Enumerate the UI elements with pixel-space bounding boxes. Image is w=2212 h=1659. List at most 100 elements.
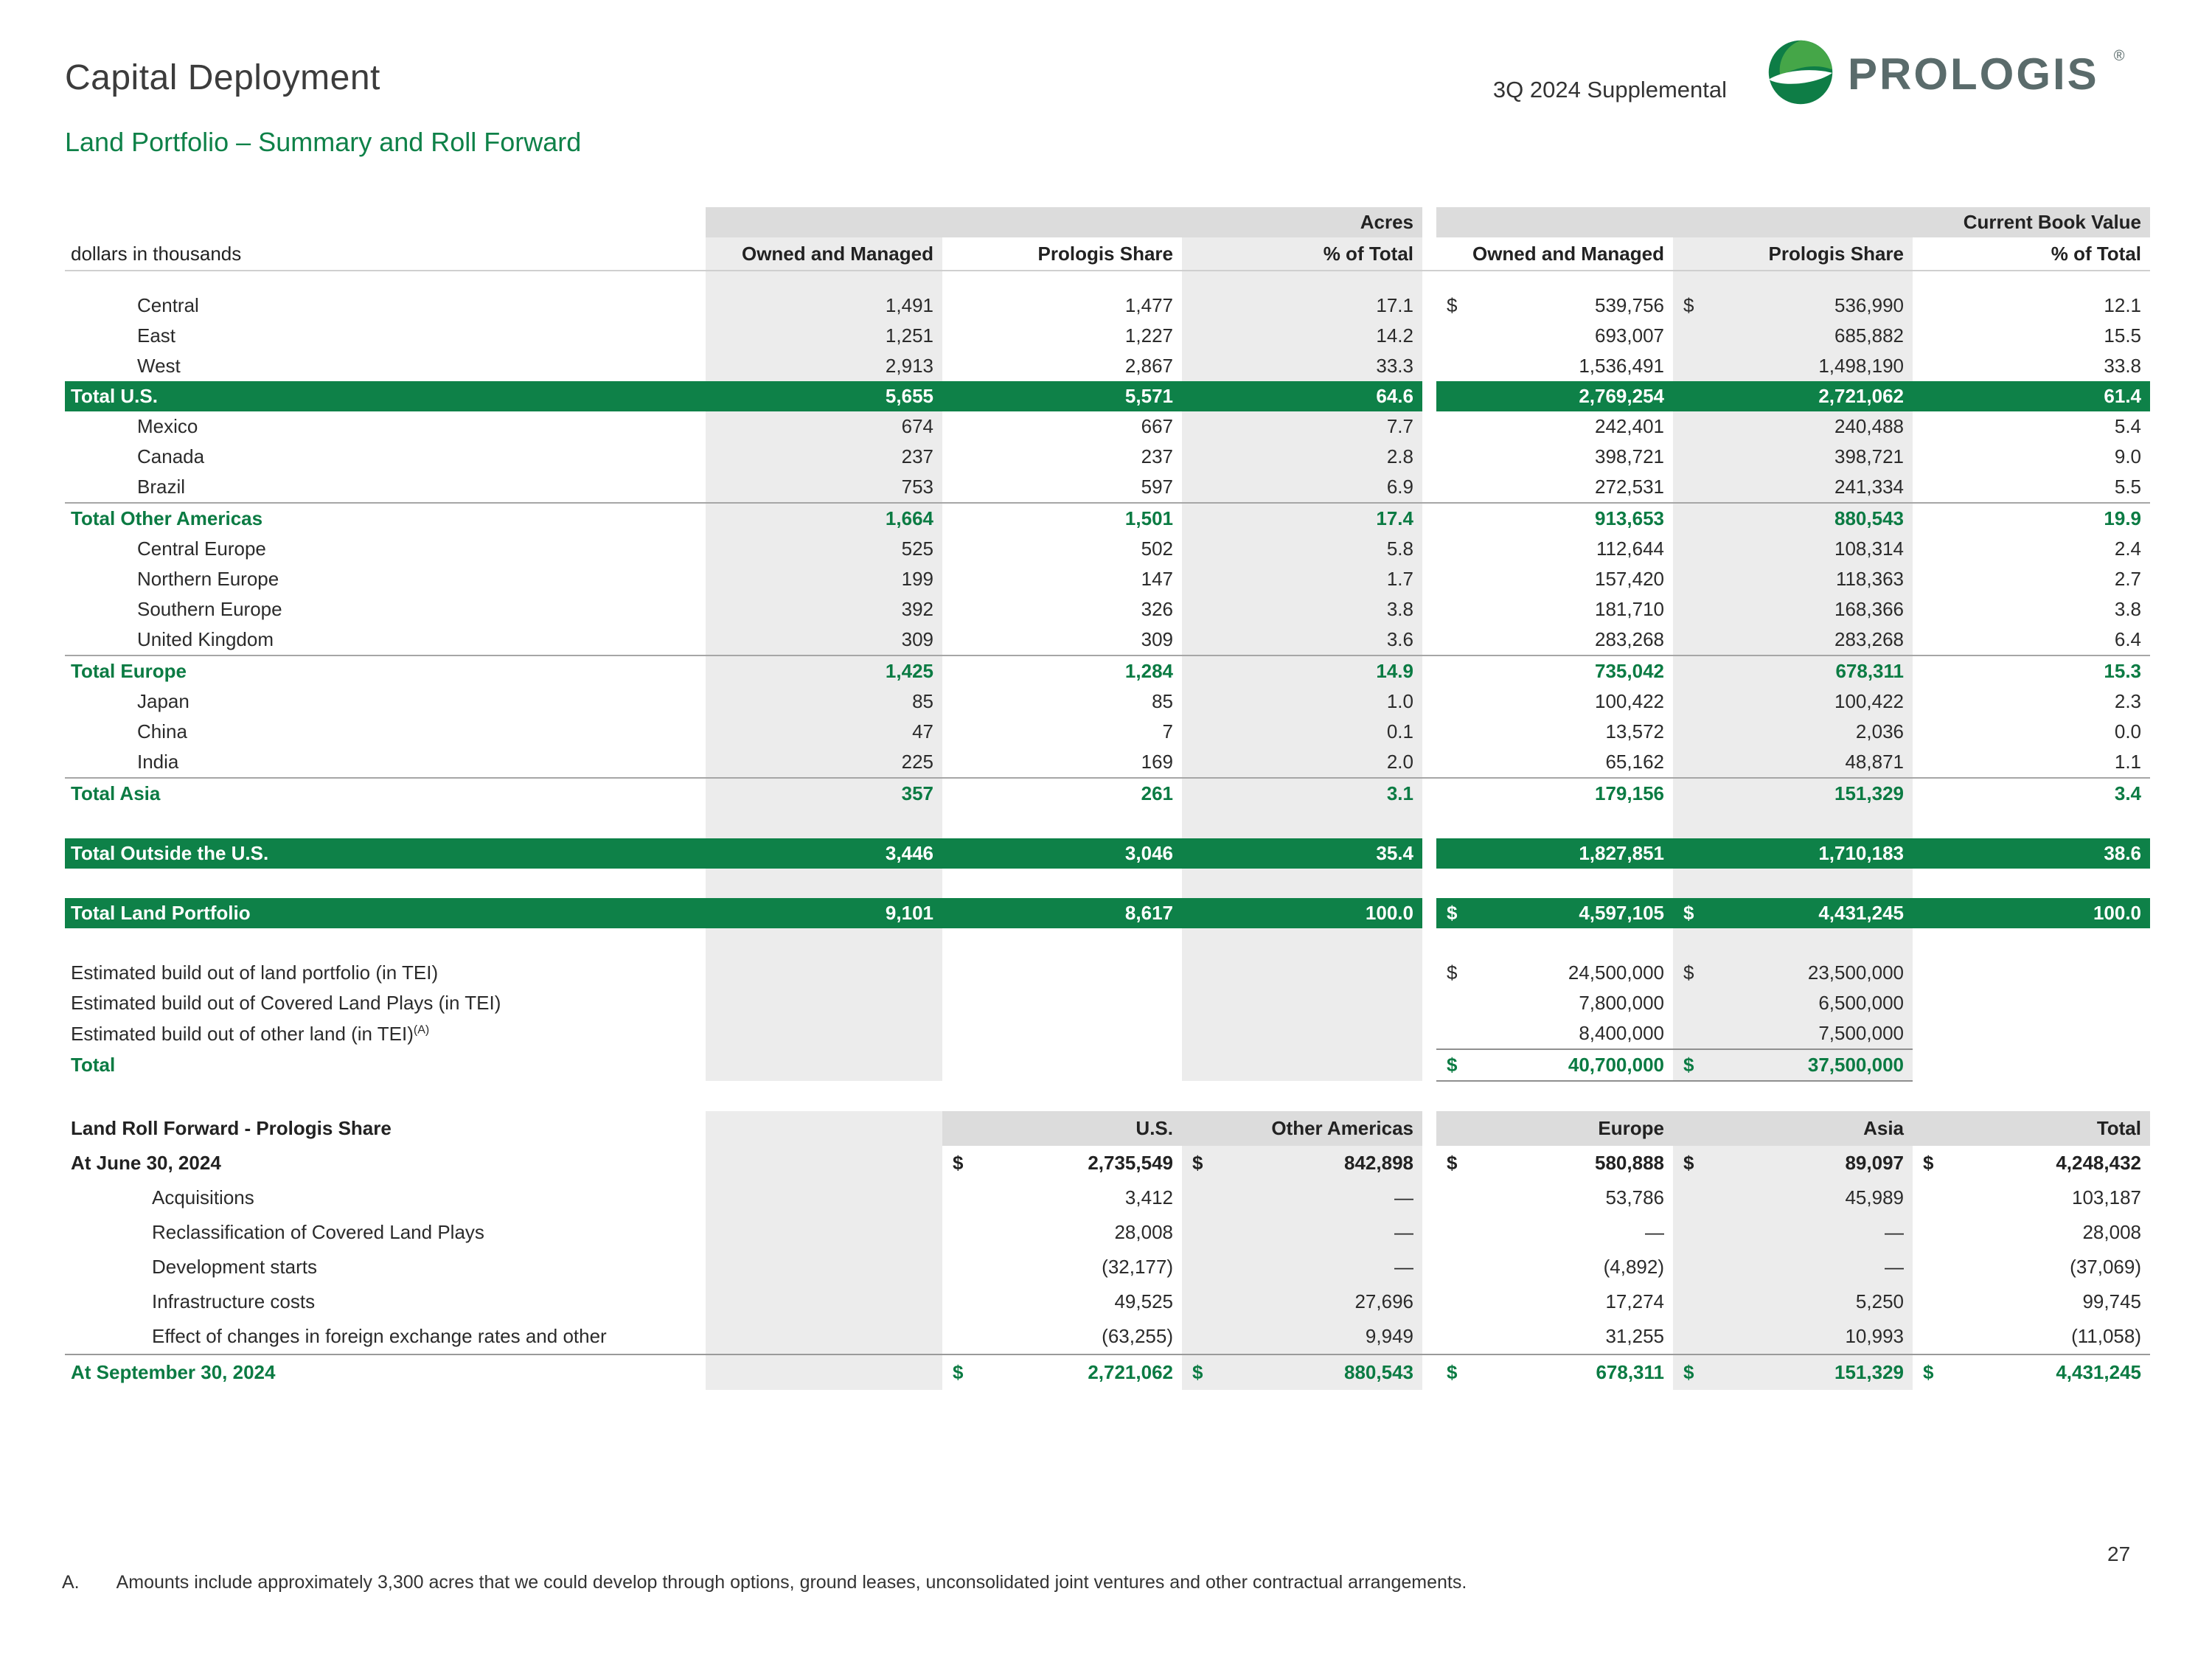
cell-value: 48,871: [1845, 751, 1904, 773]
row-label: Estimated build out of Covered Land Play…: [71, 992, 501, 1014]
cell-value: 392: [901, 598, 933, 620]
row-label: [65, 869, 706, 898]
dollar-sign: $: [1923, 1361, 1934, 1383]
cell-value: 7,500,000: [1673, 1018, 1913, 1050]
row-label: Development starts: [152, 1256, 317, 1278]
cell-value: [1913, 869, 2150, 898]
table-row: China 47 7 0.1 13,572 2,036 0.0: [65, 717, 2150, 747]
cell-value: $151,329: [1673, 1354, 1913, 1390]
cell-value: 65,162: [1605, 751, 1664, 773]
cell-value: [1913, 1018, 2150, 1049]
table-row: Total Asia 357 261 3.1 179,156 151,329 3.4: [65, 777, 2151, 809]
cell-value: 13,572: [1605, 720, 1664, 742]
row-label: West: [137, 355, 181, 377]
cell-value: 6,500,000: [1818, 992, 1904, 1014]
cell-value: —: [1885, 1221, 1904, 1243]
cell-value: 3.1: [1182, 777, 1422, 809]
cell-value: —: [1394, 1186, 1413, 1208]
spacer-cell: [706, 1180, 942, 1215]
cell-value: [1182, 271, 1422, 291]
row-label: Total: [71, 1054, 116, 1076]
cell-value: 225: [901, 751, 933, 773]
row-label: [65, 809, 706, 838]
cell-value: [1182, 928, 1422, 958]
cell-value: 1,284: [942, 655, 1182, 686]
group-gap: [1422, 988, 1436, 1018]
rollforward-table: Land Roll Forward - Prologis Share U.S. …: [65, 1111, 2150, 1390]
cell-value: 5.4: [2114, 415, 2142, 437]
row-label: [65, 271, 706, 291]
cell-value: 502: [1141, 538, 1173, 560]
cell-value: 2,721,062: [1673, 381, 1913, 411]
group-gap: [1422, 1284, 1436, 1319]
dollar-sign: $: [1923, 1152, 1934, 1174]
cell-value: 326: [1141, 598, 1173, 620]
dollar-sign: $: [1447, 961, 1458, 984]
cell-value: 14.9: [1182, 655, 1422, 686]
cell-value: 1,664: [706, 502, 942, 534]
row-label: Total Other Americas: [65, 502, 706, 534]
page-subtitle: Land Portfolio – Summary and Roll Forwar…: [65, 127, 582, 157]
dollar-sign: $: [953, 1152, 964, 1174]
cell-value: 35.4: [1182, 838, 1422, 869]
page-number: 27: [2107, 1543, 2131, 1565]
prologis-globe-icon: [1767, 38, 1834, 110]
table-row: Total $40,700,000 $37,500,000: [65, 1049, 2150, 1082]
row-label: Total Outside the U.S.: [65, 838, 706, 869]
cell-value: 242,401: [1595, 415, 1664, 437]
table-row: Total Europe 1,425 1,284 14.9 735,042 678,311…: [65, 655, 2151, 686]
cell-value: 17,274: [1605, 1290, 1664, 1312]
cell-value: 9,101: [706, 898, 942, 928]
cell-value: 100,422: [1595, 690, 1664, 712]
table-row: West 2,913 2,867 33.3 1,536,491 1,498,190 33.8: [65, 351, 2150, 381]
cell-value: [706, 271, 942, 291]
cell-value: [1673, 869, 1913, 898]
cell-value: 15.5: [2104, 324, 2142, 347]
group-gap: [1422, 1146, 1436, 1180]
row-label: Mexico: [137, 415, 198, 437]
row-label: Canada: [137, 445, 205, 467]
main-table-body: Central 1,491 1,477 17.1 $539,756 $536,990 12.…: [65, 271, 2151, 1082]
cell-value: 47: [912, 720, 933, 742]
group-gap: [1422, 928, 1436, 958]
group-header-row: Acres Current Book Value: [65, 207, 2151, 237]
cell-value: 283,268: [1834, 628, 1904, 650]
cell-value: 597: [1141, 476, 1173, 498]
row-label: Japan: [137, 690, 189, 712]
cell-value: 2,867: [1124, 355, 1173, 377]
row-label: Southern Europe: [137, 598, 282, 620]
cell-value: [942, 1049, 1182, 1081]
group-gap: [1422, 1250, 1436, 1284]
table-row: Northern Europe 199 147 1.7 157,420 118,363 2.…: [65, 564, 2150, 594]
cell-value: [1182, 1018, 1422, 1049]
cell-value: 5.5: [2114, 476, 2142, 498]
group-gap: [1422, 1354, 1436, 1390]
rollforward-column-header: U.S.: [942, 1111, 1182, 1146]
cell-value: 3,046: [942, 838, 1182, 869]
rollforward-column-header: Other Americas: [1182, 1111, 1422, 1146]
cell-value: [706, 869, 942, 898]
cell-value: —: [1394, 1256, 1413, 1278]
cell-value: $2,735,549: [953, 1152, 1173, 1174]
cell-value: [1182, 958, 1422, 988]
row-label: Total Asia: [65, 777, 706, 809]
cell-value: 147: [1141, 568, 1173, 590]
cell-value: 6.9: [1386, 476, 1413, 498]
group-gap: [1422, 747, 1436, 778]
group-gap: [1422, 1180, 1436, 1215]
group-gap: [1422, 777, 1436, 809]
cell-value: 15.3: [1913, 655, 2151, 686]
cell-value: 735,042: [1436, 655, 1673, 686]
cell-value: [1182, 988, 1422, 1018]
cell-value: 33.3: [1376, 355, 1413, 377]
dollar-sign: $: [953, 1361, 964, 1383]
cell-value: [706, 1018, 942, 1049]
cell-value: 103,187: [2072, 1186, 2141, 1208]
table-row: Acquisitions 3,412 — 53,786 45,989 103,187: [65, 1180, 2150, 1215]
cell-value: 0.0: [2114, 720, 2142, 742]
cell-value: [706, 809, 942, 838]
dollar-sign: $: [1447, 294, 1458, 316]
cell-value: 17.4: [1182, 502, 1422, 534]
row-label: Infrastructure costs: [152, 1290, 316, 1312]
cell-value: 6.4: [2114, 628, 2142, 650]
